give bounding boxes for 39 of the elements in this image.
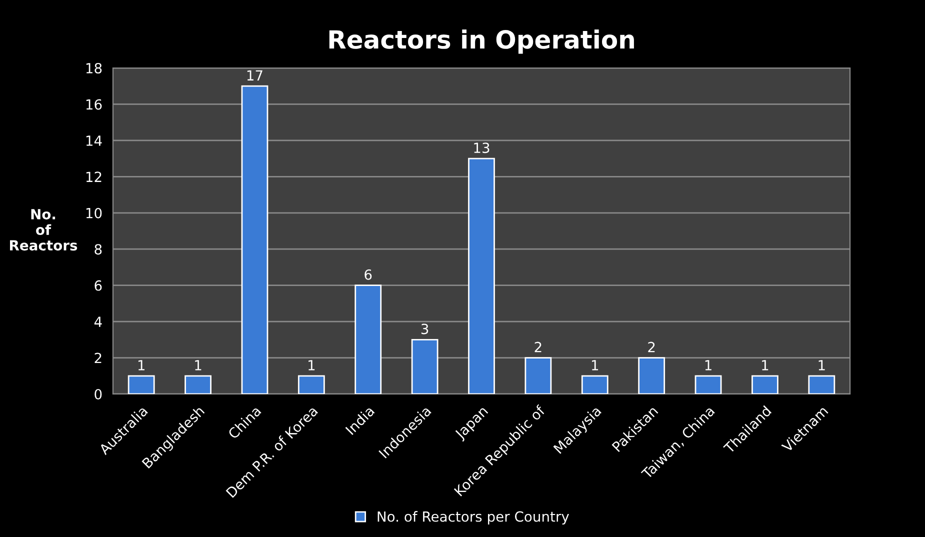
bar — [298, 375, 325, 394]
bar — [752, 375, 778, 394]
y-tick-label: 2 — [94, 352, 102, 364]
y-tick-label: 8 — [94, 244, 102, 255]
bar — [184, 375, 212, 394]
data-label: 13 — [474, 142, 490, 154]
y-tick-label: 10 — [86, 208, 102, 218]
bar — [241, 85, 268, 394]
data-label: 1 — [762, 360, 768, 370]
data-label: 3 — [421, 324, 428, 334]
y-axis-title: No. of Reactors — [10, 209, 78, 251]
data-label: 2 — [648, 342, 655, 352]
bar — [524, 357, 552, 394]
data-label: 6 — [364, 269, 372, 280]
bar — [638, 357, 666, 394]
data-label: 1 — [138, 360, 144, 370]
y-tick-label: 0 — [94, 388, 102, 400]
bar — [808, 375, 836, 394]
data-label: 1 — [818, 360, 825, 370]
bar — [581, 375, 608, 394]
y-tick-label: 16 — [86, 99, 102, 110]
bar — [468, 158, 495, 394]
y-tick-label: 4 — [94, 316, 102, 327]
data-label: 1 — [195, 360, 202, 370]
bar — [694, 375, 722, 394]
data-label: 17 — [247, 70, 262, 80]
chart-title: Reactors in Operation — [329, 30, 634, 54]
y-tick-label: 14 — [86, 136, 102, 146]
y-tick-label: 6 — [94, 280, 102, 291]
bar — [411, 338, 438, 394]
data-label: 1 — [308, 360, 315, 370]
y-tick-label: 18 — [86, 62, 102, 74]
y-tick-label: 12 — [86, 172, 102, 182]
legend-label: No. of Reactors per Country — [378, 511, 569, 524]
data-label: 1 — [705, 360, 712, 370]
data-label: 1 — [592, 360, 598, 370]
bar — [128, 375, 155, 394]
bar — [354, 284, 382, 394]
data-label: 2 — [534, 342, 542, 352]
